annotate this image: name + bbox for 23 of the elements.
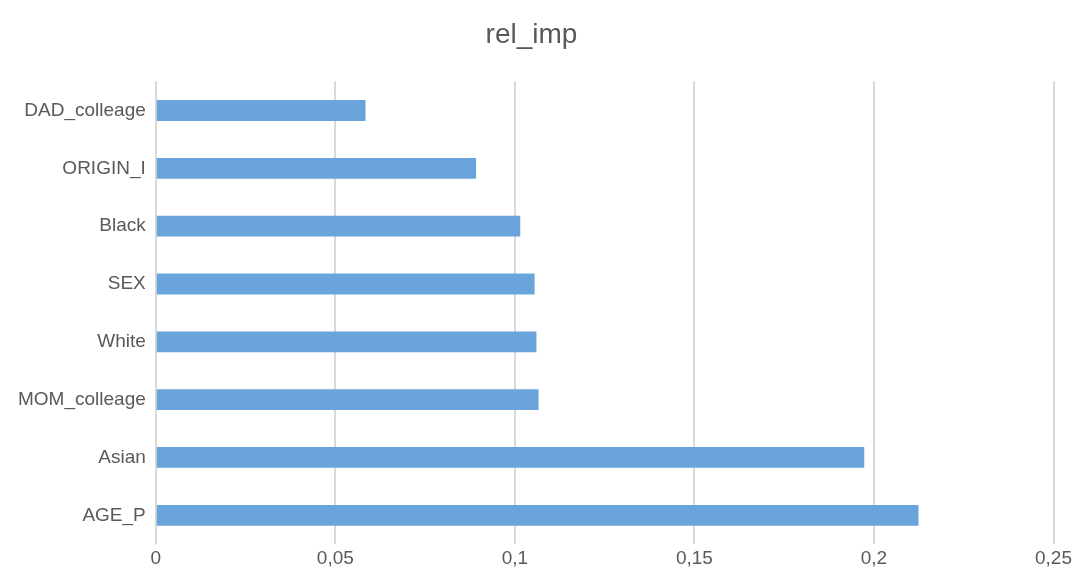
y-tick-label: White [97, 330, 146, 352]
x-tick-label: 0,2 [860, 546, 888, 568]
bar [156, 273, 535, 295]
bar [156, 504, 919, 526]
bar [156, 389, 539, 411]
y-tick-label: DAD_colleage [24, 98, 146, 121]
y-tick-label: SEX [107, 272, 147, 294]
bar [156, 215, 521, 237]
bar [156, 157, 477, 179]
x-tick-label: 0,1 [501, 546, 529, 568]
y-tick-label: Black [99, 214, 147, 236]
x-tick-label: 0,15 [675, 546, 713, 568]
bar [156, 100, 366, 121]
y-tick-label: AGE_P [82, 503, 146, 526]
bar [156, 447, 865, 468]
y-tick-label: ORIGIN_I [62, 156, 146, 179]
x-tick-label: 0,05 [316, 546, 354, 568]
x-tick-label: 0,25 [1035, 546, 1072, 568]
x-tick-label: 0 [150, 546, 162, 568]
chart-title: rel_imp [485, 17, 578, 49]
y-tick-label: Asian [98, 445, 146, 467]
bar [156, 331, 537, 353]
y-tick-label: MOM_colleage [18, 387, 146, 410]
